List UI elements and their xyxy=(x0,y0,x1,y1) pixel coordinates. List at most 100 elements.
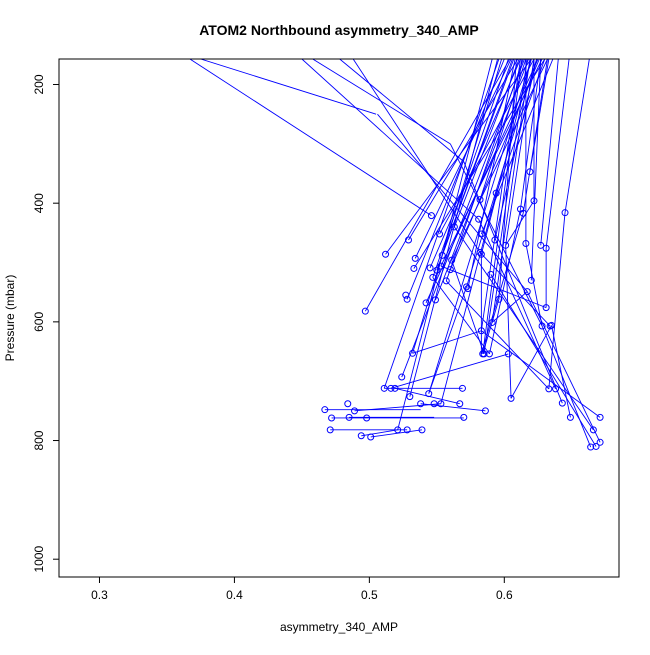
profile-line xyxy=(466,59,538,287)
data-points xyxy=(321,168,604,451)
data-point xyxy=(418,426,426,434)
profile-line xyxy=(479,252,551,327)
profile-line xyxy=(491,59,531,323)
profile-line xyxy=(564,59,590,213)
profile-line xyxy=(551,325,571,418)
data-point xyxy=(548,321,556,329)
data-point xyxy=(485,350,493,358)
profile-line xyxy=(481,330,601,418)
data-point xyxy=(328,414,336,422)
profile-line xyxy=(505,200,535,246)
data-point xyxy=(450,223,458,231)
data-point xyxy=(409,349,417,357)
data-point xyxy=(431,296,439,304)
profile-line xyxy=(529,59,550,172)
data-point xyxy=(321,406,329,414)
data-point xyxy=(426,264,434,272)
data-point xyxy=(504,350,512,358)
profile-line xyxy=(479,59,527,200)
plot-frame xyxy=(58,58,620,578)
profile-line xyxy=(189,59,432,217)
profile-line xyxy=(505,245,512,399)
data-point xyxy=(436,230,444,238)
data-point xyxy=(361,307,369,315)
data-point xyxy=(422,299,430,307)
data-point xyxy=(522,240,530,248)
profile-line xyxy=(489,209,521,354)
data-point xyxy=(476,196,484,204)
data-point xyxy=(437,400,445,408)
profile-line xyxy=(370,429,423,438)
data-point xyxy=(552,385,560,393)
data-point xyxy=(387,384,395,392)
data-point xyxy=(526,168,534,176)
profile-line xyxy=(312,59,451,145)
data-point xyxy=(351,407,359,415)
y-tick-label: 200 xyxy=(32,74,46,94)
data-point xyxy=(429,273,437,281)
data-point xyxy=(492,189,500,197)
data-point xyxy=(507,394,515,402)
data-point xyxy=(382,250,390,258)
profile-line xyxy=(545,59,570,249)
profile-line xyxy=(200,59,377,115)
data-point xyxy=(589,426,597,434)
data-point xyxy=(487,270,495,278)
data-point xyxy=(587,443,595,451)
profile-line xyxy=(520,59,542,210)
profile-line xyxy=(498,59,517,300)
data-point xyxy=(398,373,406,381)
profile-line xyxy=(440,192,497,404)
data-point xyxy=(437,262,445,270)
profile-line xyxy=(413,59,546,269)
profile-line xyxy=(301,59,479,220)
profile-line xyxy=(482,299,500,355)
data-point xyxy=(363,414,371,422)
profile-lines xyxy=(189,59,601,448)
profile-line xyxy=(505,59,535,246)
profile-line xyxy=(526,291,601,443)
x-tick-label: 0.3 xyxy=(91,588,108,602)
data-point xyxy=(542,304,550,312)
x-tick-label: 0.6 xyxy=(496,588,513,602)
profile-line xyxy=(436,59,515,271)
data-point xyxy=(495,295,503,303)
data-point xyxy=(403,426,411,434)
x-axis-label: asymmetry_340_AMP xyxy=(280,620,398,634)
data-point xyxy=(427,212,435,220)
profile-line xyxy=(467,59,516,289)
y-axis-label: Pressure (mbar) xyxy=(3,275,17,362)
data-point xyxy=(477,230,485,238)
x-tick-label: 0.4 xyxy=(226,588,243,602)
data-point xyxy=(448,256,456,264)
profile-line xyxy=(428,286,467,394)
profile-line xyxy=(377,113,528,292)
data-point xyxy=(391,384,399,392)
data-point xyxy=(537,241,545,249)
data-point xyxy=(519,209,527,217)
profile-line xyxy=(451,260,485,355)
profile-line xyxy=(414,59,512,259)
profile-line xyxy=(453,59,520,228)
profile-line xyxy=(406,59,505,300)
data-point xyxy=(403,295,411,303)
profile-line xyxy=(540,59,559,246)
profile-line xyxy=(510,325,552,399)
data-point xyxy=(442,277,450,285)
profile-line xyxy=(541,325,592,448)
profile-line xyxy=(409,59,498,397)
chart-title: ATOM2 Northbound asymmetry_340_AMP xyxy=(199,22,479,38)
profile-line xyxy=(397,59,493,430)
profile-line xyxy=(428,59,532,394)
data-point xyxy=(433,266,441,274)
y-tick-label: 600 xyxy=(32,312,46,332)
data-point xyxy=(527,276,535,284)
profile-line xyxy=(490,274,597,447)
data-point xyxy=(481,407,489,415)
data-point xyxy=(596,438,604,446)
x-tick-label: 0.5 xyxy=(361,588,378,602)
data-point xyxy=(561,209,569,217)
profile-line xyxy=(548,212,566,389)
profile-line xyxy=(383,59,500,389)
